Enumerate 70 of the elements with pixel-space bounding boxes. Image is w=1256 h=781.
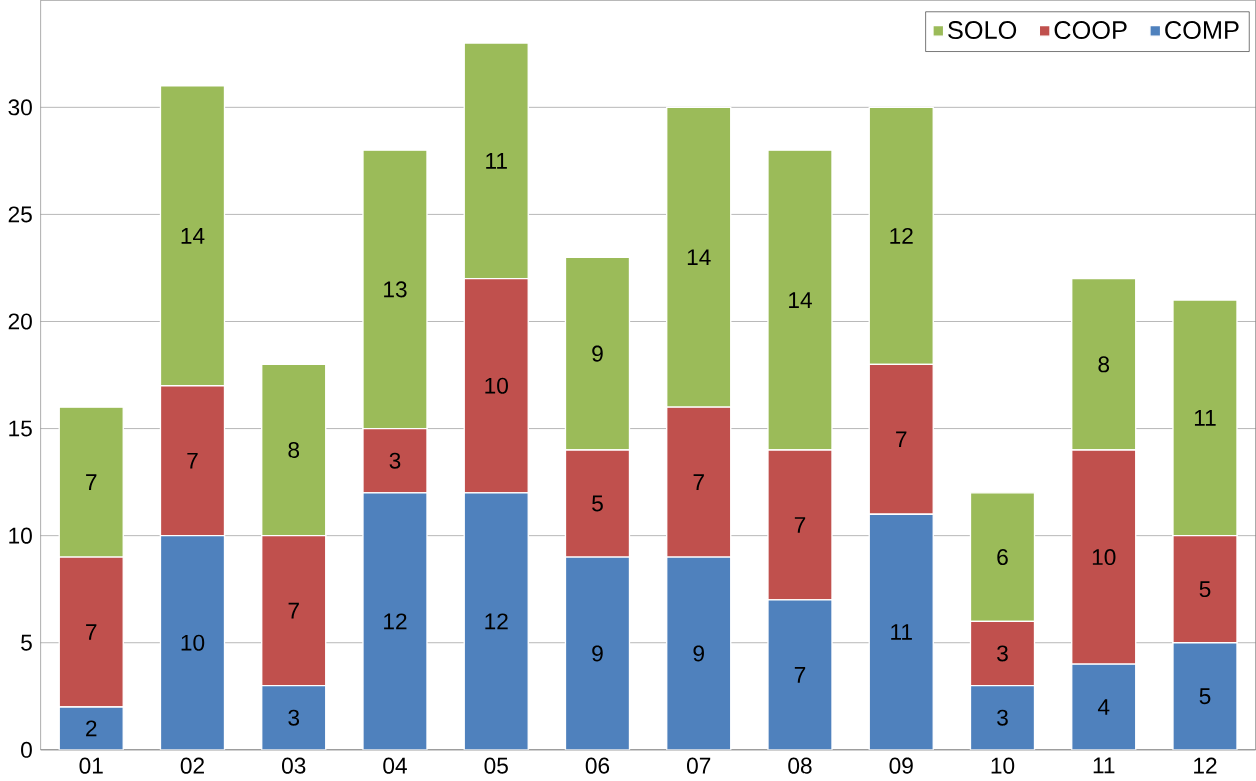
- data-label: 10: [485, 377, 508, 394]
- x-tick-label: 01: [79, 757, 103, 774]
- data-label: 7: [187, 452, 198, 469]
- bar: [160, 535, 225, 750]
- data-label: 5: [1199, 581, 1211, 597]
- y-tick-label: 30: [8, 99, 32, 116]
- data-label: 3: [288, 709, 300, 726]
- y-tick-label: 5: [21, 634, 32, 651]
- y-tick-label: 0: [21, 741, 32, 758]
- data-label: 7: [794, 517, 806, 533]
- data-label: 8: [1098, 356, 1110, 373]
- data-label: 3: [997, 709, 1008, 726]
- data-label: 7: [896, 431, 907, 447]
- data-label: 11: [486, 152, 507, 169]
- x-tick-label: 12: [1194, 757, 1217, 774]
- bar: [869, 514, 934, 750]
- legend-label: COMP: [1165, 20, 1239, 39]
- data-label: 2: [86, 720, 97, 737]
- bar: [362, 492, 427, 750]
- data-label: 11: [891, 624, 912, 640]
- x-tick-label: 06: [585, 757, 610, 774]
- data-label: 9: [592, 645, 603, 662]
- y-tick-label: 10: [9, 527, 32, 544]
- y-tick-label: 20: [8, 313, 32, 330]
- x-tick-label: 11: [1093, 757, 1115, 774]
- x-tick-label: 03: [282, 757, 306, 774]
- data-label: 7: [86, 624, 97, 640]
- bar: [464, 492, 529, 750]
- legend-label: SOLO: [948, 20, 1017, 39]
- bar: [565, 556, 630, 750]
- data-label: 9: [592, 345, 603, 362]
- data-label: 5: [592, 495, 603, 512]
- x-tick-label: 07: [687, 757, 711, 774]
- data-label: 10: [1092, 548, 1116, 565]
- x-tick-label: 08: [788, 757, 812, 774]
- data-label: 14: [687, 249, 711, 265]
- data-label: 8: [288, 441, 300, 458]
- data-label: 7: [288, 602, 299, 619]
- data-label: 5: [1199, 688, 1211, 705]
- y-tick-label: 25: [8, 206, 32, 223]
- data-label: 9: [693, 645, 704, 662]
- x-tick-label: 02: [180, 757, 204, 774]
- data-label: 4: [1097, 699, 1110, 715]
- data-label: 12: [384, 613, 407, 630]
- x-tick-label: 04: [383, 757, 407, 774]
- data-label: 12: [890, 227, 913, 244]
- legend-label: COOP: [1054, 20, 1127, 39]
- data-label: 12: [485, 613, 508, 630]
- data-label: 13: [384, 281, 407, 298]
- data-label: 6: [997, 548, 1008, 565]
- x-tick-label: 10: [991, 757, 1015, 774]
- bar: [1071, 664, 1136, 750]
- bar: [666, 556, 731, 750]
- data-label: 11: [1194, 409, 1216, 426]
- data-label: 14: [181, 227, 205, 244]
- bar: [1172, 641, 1238, 750]
- x-tick-label: 09: [889, 757, 913, 774]
- data-label: 7: [86, 474, 97, 490]
- data-label: 7: [693, 474, 704, 490]
- x-tick-label: 05: [484, 757, 508, 774]
- data-label: 3: [389, 452, 401, 469]
- data-label: 7: [794, 666, 806, 683]
- bar: [59, 706, 124, 750]
- data-label: 14: [789, 292, 812, 308]
- data-label: 3: [997, 645, 1008, 662]
- bar: [970, 685, 1035, 750]
- bar: [261, 685, 326, 750]
- y-tick-label: 15: [9, 420, 32, 437]
- data-label: 10: [181, 634, 205, 651]
- bar: [767, 599, 832, 750]
